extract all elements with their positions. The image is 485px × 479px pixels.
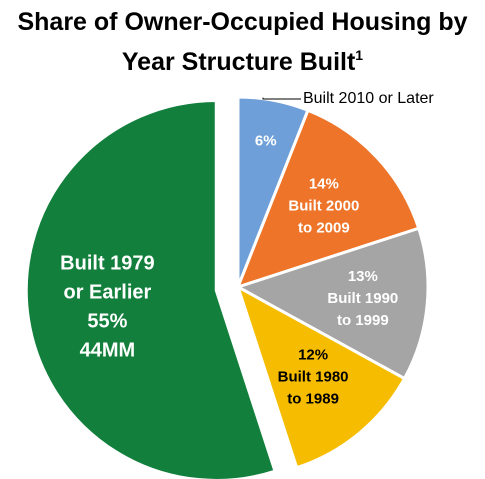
- slice-label-4-line-3: 44MM: [80, 339, 136, 361]
- chart-title-line-1: Share of Owner-Occupied Housing by: [17, 8, 468, 36]
- chart-title: Share of Owner-Occupied Housing by Year …: [0, 6, 485, 79]
- slice-label-2-line-1: Built 1990: [327, 290, 398, 307]
- footnote-marker: 1: [355, 47, 364, 63]
- slice-label-3-line-0: 12%: [298, 347, 328, 364]
- slice-label-3-line-2: to 1989: [287, 391, 339, 408]
- callout-label: Built 2010 or Later: [303, 90, 434, 107]
- pie-slice-built-1979-or-earlier: [24, 98, 277, 479]
- slice-label-4-line-2: 55%: [87, 310, 127, 332]
- slice-label-2-line-0: 13%: [348, 268, 378, 285]
- callout-leader-line: [262, 97, 301, 100]
- slice-label-1-line-1: Built 2000: [288, 197, 359, 214]
- slice-label-4-line-1: or Earlier: [64, 281, 152, 303]
- slice-label-2-line-2: to 1999: [337, 312, 389, 329]
- chart-title-line-2-text: Year Structure Built: [121, 48, 356, 76]
- slice-label-3-line-1: Built 1980: [278, 369, 349, 386]
- pie-slice-built-1990-to-1999: [236, 226, 430, 381]
- slice-label-4-line-0: Built 1979: [60, 252, 154, 274]
- chart-title-line-2: Year Structure Built1: [0, 39, 485, 79]
- slice-label-1-line-2: to 2009: [298, 219, 350, 236]
- slice-label-0-line-0: 6%: [255, 132, 277, 149]
- pie-slice-built-1980-to-1989: [236, 285, 406, 470]
- slice-label-1-line-0: 14%: [309, 175, 339, 192]
